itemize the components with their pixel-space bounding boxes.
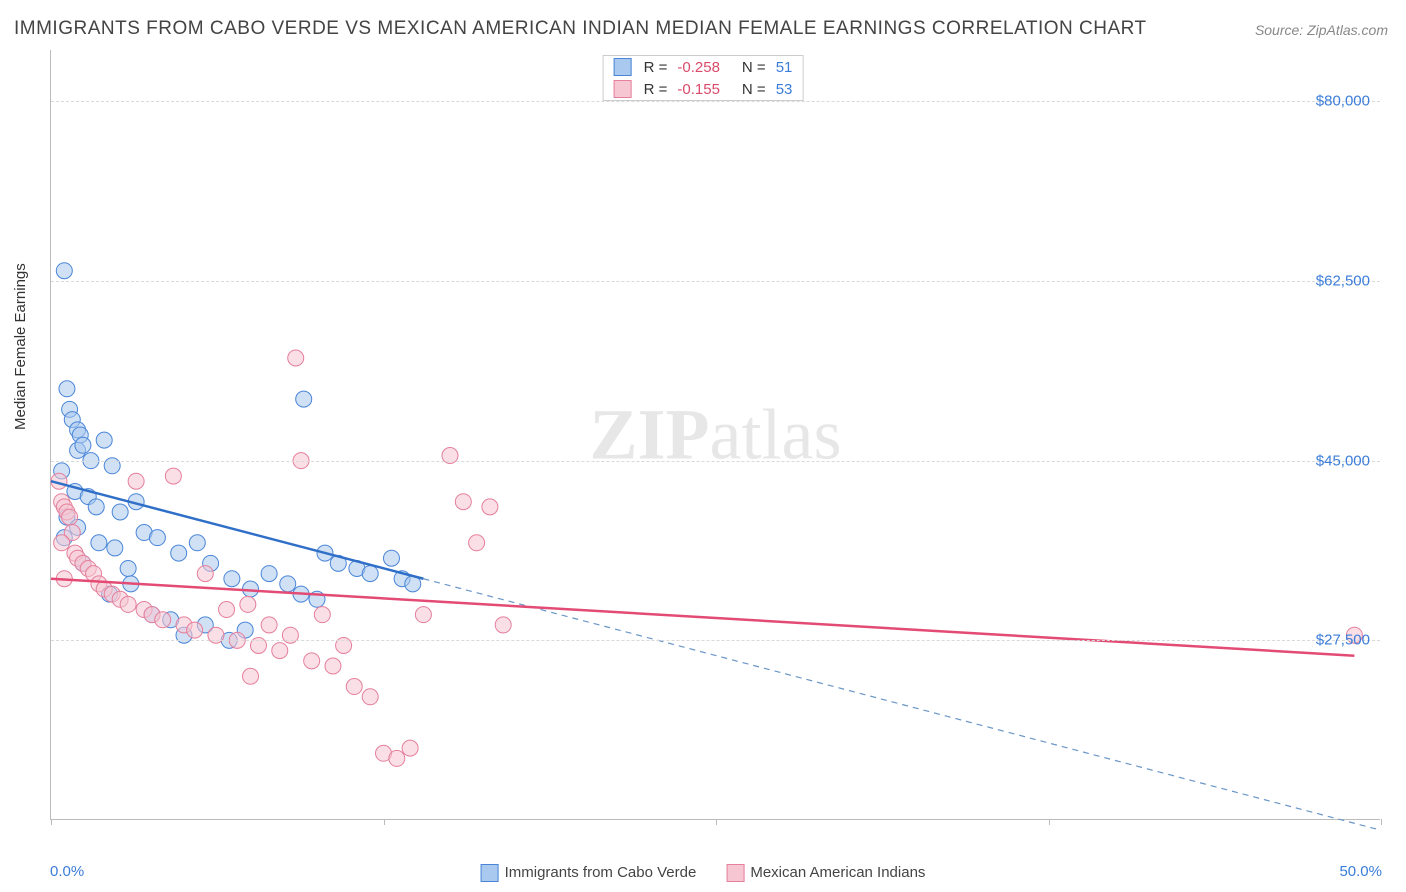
- data-point: [107, 540, 123, 556]
- data-point: [304, 653, 320, 669]
- data-point: [120, 560, 136, 576]
- data-point: [288, 350, 304, 366]
- data-point: [197, 566, 213, 582]
- data-point: [455, 494, 471, 510]
- data-point: [219, 602, 235, 618]
- data-point: [54, 535, 70, 551]
- data-point: [91, 535, 107, 551]
- x-tick: [51, 819, 52, 825]
- data-point: [402, 740, 418, 756]
- data-point: [59, 381, 75, 397]
- data-point: [389, 750, 405, 766]
- data-point: [240, 596, 256, 612]
- swatch-icon: [726, 864, 744, 882]
- legend-item: Mexican American Indians: [726, 864, 925, 882]
- x-tick: [384, 819, 385, 825]
- y-tick-label: $27,500: [1316, 632, 1370, 649]
- data-point: [112, 504, 128, 520]
- data-point: [261, 617, 277, 633]
- trend-line: [51, 481, 423, 579]
- data-point: [296, 391, 312, 407]
- x-tick: [716, 819, 717, 825]
- x-tick: [1049, 819, 1050, 825]
- data-point: [165, 468, 181, 484]
- data-point: [56, 263, 72, 279]
- data-point: [280, 576, 296, 592]
- legend-label: Immigrants from Cabo Verde: [505, 864, 697, 881]
- source-attribution: Source: ZipAtlas.com: [1255, 22, 1388, 38]
- x-tick: [1381, 819, 1382, 825]
- data-point: [189, 535, 205, 551]
- data-point: [346, 679, 362, 695]
- chart-svg: [51, 50, 1381, 820]
- data-point: [362, 689, 378, 705]
- trend-line: [423, 579, 1381, 831]
- data-point: [96, 432, 112, 448]
- data-point: [243, 668, 259, 684]
- data-point: [128, 473, 144, 489]
- data-point: [171, 545, 187, 561]
- data-point: [155, 612, 171, 628]
- legend-item: Immigrants from Cabo Verde: [481, 864, 697, 882]
- data-point: [482, 499, 498, 515]
- chart-title: IMMIGRANTS FROM CABO VERDE VS MEXICAN AM…: [14, 18, 1147, 40]
- data-point: [495, 617, 511, 633]
- x-axis-max-label: 50.0%: [1339, 863, 1382, 880]
- data-point: [469, 535, 485, 551]
- data-point: [325, 658, 341, 674]
- legend-label: Mexican American Indians: [750, 864, 925, 881]
- data-point: [62, 509, 78, 525]
- y-tick-label: $80,000: [1316, 93, 1370, 110]
- plot-area: ZIPatlas $27,500$45,000$62,500$80,000: [50, 50, 1380, 820]
- legend-bottom: Immigrants from Cabo Verde Mexican Americ…: [481, 864, 926, 882]
- data-point: [149, 530, 165, 546]
- grid-line: [51, 101, 1380, 102]
- data-point: [383, 550, 399, 566]
- data-point: [272, 643, 288, 659]
- data-point: [187, 622, 203, 638]
- data-point: [261, 566, 277, 582]
- data-point: [88, 499, 104, 515]
- data-point: [120, 596, 136, 612]
- data-point: [415, 607, 431, 623]
- trend-line: [51, 579, 1354, 656]
- y-axis-label: Median Female Earnings: [12, 263, 29, 430]
- data-point: [75, 437, 91, 453]
- grid-line: [51, 461, 1380, 462]
- data-point: [314, 607, 330, 623]
- grid-line: [51, 640, 1380, 641]
- y-tick-label: $62,500: [1316, 273, 1370, 290]
- y-tick-label: $45,000: [1316, 452, 1370, 469]
- grid-line: [51, 281, 1380, 282]
- swatch-icon: [481, 864, 499, 882]
- data-point: [362, 566, 378, 582]
- x-axis-min-label: 0.0%: [50, 863, 84, 880]
- data-point: [224, 571, 240, 587]
